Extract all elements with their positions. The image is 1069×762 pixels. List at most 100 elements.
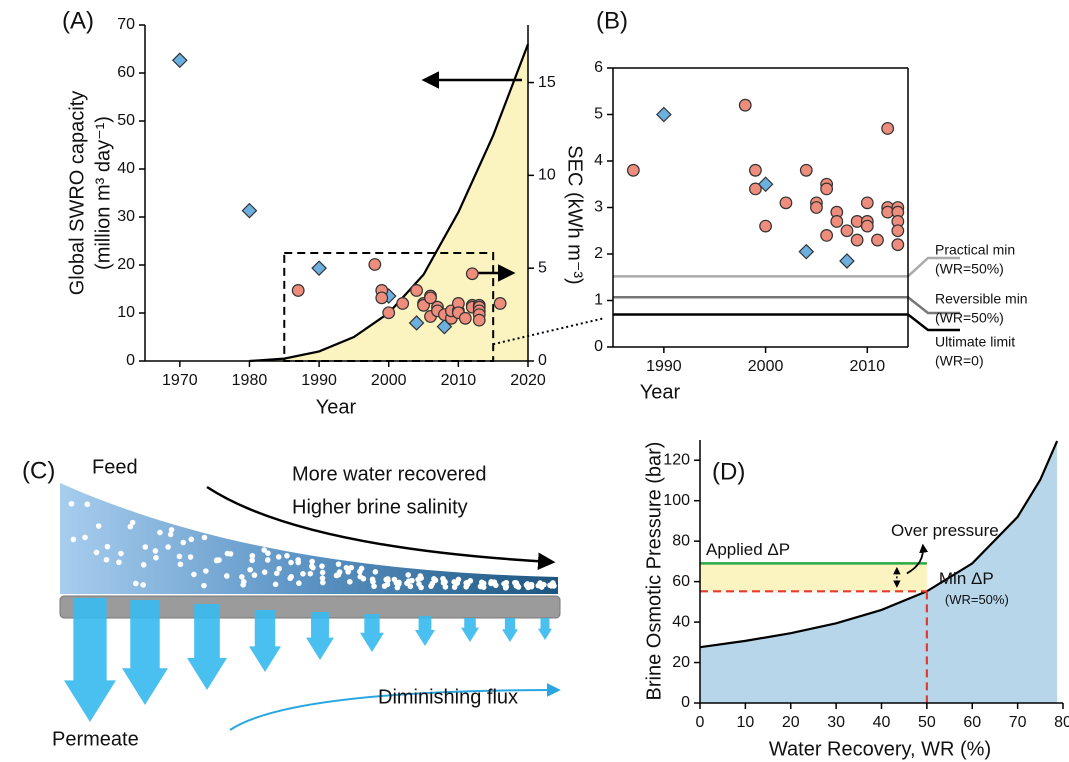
salt-dot: [320, 579, 326, 586]
salt-dot: [409, 577, 415, 584]
salt-dot: [84, 501, 91, 508]
salt-dot: [70, 536, 77, 543]
salt-dot: [239, 574, 245, 580]
salt-dot: [188, 536, 195, 543]
salt-dot: [488, 580, 494, 587]
circle-point: [860, 196, 874, 210]
y-tick-label: 0: [594, 338, 603, 355]
diamond-point: [656, 106, 672, 123]
salt-dot: [452, 579, 459, 586]
y-tick-label: 20: [672, 654, 690, 671]
salt-dot: [142, 544, 149, 550]
y-tick-label: 40: [117, 160, 135, 177]
salt-dot: [176, 553, 183, 560]
y-tick-label: 6: [594, 59, 603, 76]
y-axis-label: Global SWRO capacity: [66, 91, 88, 296]
circle-point: [810, 201, 823, 214]
x-tick-label: 1980: [232, 372, 268, 389]
annotation: More water recovered: [292, 463, 487, 485]
salt-dot: [300, 571, 306, 577]
reference-line: [613, 313, 960, 332]
panel-label: (A): [62, 7, 94, 34]
circle-point: [759, 219, 772, 233]
salt-dot: [348, 564, 355, 571]
salt-dot: [264, 557, 271, 563]
recovery-arrow: [206, 485, 556, 570]
circle-point: [881, 122, 895, 135]
circle-point: [779, 196, 793, 210]
salt-dot: [265, 550, 271, 557]
salt-dot: [68, 500, 75, 507]
permeate-arrow: [415, 616, 435, 646]
salt-dot: [95, 523, 102, 529]
reference-label: (WR=0): [935, 353, 984, 369]
y-tick-label: 20: [117, 256, 135, 273]
applied-label: Applied ΔP: [706, 540, 790, 559]
salt-dot: [127, 523, 134, 530]
salt-dot: [428, 583, 434, 589]
circle-point: [840, 224, 854, 238]
salt-dot: [395, 581, 402, 588]
circle-point: [749, 182, 762, 196]
x-tick-label: 2010: [441, 372, 477, 389]
x-tick-label: 40: [873, 714, 891, 731]
y-tick-label: 60: [117, 64, 135, 81]
salt-dot: [167, 531, 174, 538]
y2-tick-label: 0: [538, 352, 547, 369]
reference-label: (WR=50%): [935, 261, 1004, 277]
area: [700, 441, 1058, 703]
salt-dot: [168, 526, 175, 533]
zoom-link: [492, 317, 606, 346]
y-tick-label: 4: [594, 152, 603, 169]
x-tick-label: 10: [736, 714, 754, 731]
salt-dot: [103, 556, 110, 563]
area: [249, 44, 529, 361]
panel-label: (B): [596, 7, 628, 34]
circle-point: [368, 258, 382, 271]
salt-dot: [371, 583, 377, 590]
salt-dot: [309, 558, 315, 565]
panel: Applied ΔP Min ΔP (WR=50%) Over pressure: [699, 440, 1059, 703]
over-pressure-band: [700, 563, 927, 592]
salt-dot: [524, 581, 531, 587]
salt-dot: [129, 519, 136, 526]
y-tick-label: 3: [594, 199, 603, 216]
salt-dot: [140, 582, 146, 588]
circle-point: [738, 98, 752, 112]
salt-dot: [152, 548, 159, 554]
circle-point: [891, 238, 905, 252]
circle-point: [850, 233, 864, 247]
salt-dot: [358, 565, 365, 572]
circle-point: [458, 311, 472, 325]
salt-dot: [203, 568, 209, 574]
x-axis-label: Year: [316, 396, 357, 418]
permeate-arrows: [64, 598, 552, 722]
circle-point: [749, 163, 762, 177]
y-tick-label: 1: [594, 292, 603, 309]
diamond-point: [311, 260, 327, 277]
salt-dot: [477, 583, 484, 590]
diamond-point: [798, 243, 815, 260]
panel-label: (D): [712, 458, 745, 485]
y-tick-label: 70: [117, 16, 135, 33]
diamond-point: [408, 315, 425, 331]
salt-dot: [464, 579, 471, 586]
panel: [171, 43, 606, 363]
y-tick-label: 2: [594, 245, 603, 262]
x-tick-label: 70: [1009, 714, 1027, 731]
salt-dot: [547, 582, 553, 589]
salt-dot: [249, 553, 256, 559]
salt-dot: [537, 582, 543, 589]
salt-dot: [295, 557, 301, 563]
salt-dot: [276, 565, 283, 572]
permeate-arrow: [306, 612, 334, 660]
reference-line: [613, 256, 960, 278]
y-axis-label: (million m³ day⁻¹): [92, 116, 114, 270]
circle-point: [799, 163, 813, 177]
feed-channel: [60, 483, 558, 594]
salt-dot: [201, 582, 207, 589]
salt-dot: [405, 572, 412, 578]
reference-label: Ultimate limit: [935, 334, 1015, 350]
permeate-arrow: [461, 618, 479, 642]
